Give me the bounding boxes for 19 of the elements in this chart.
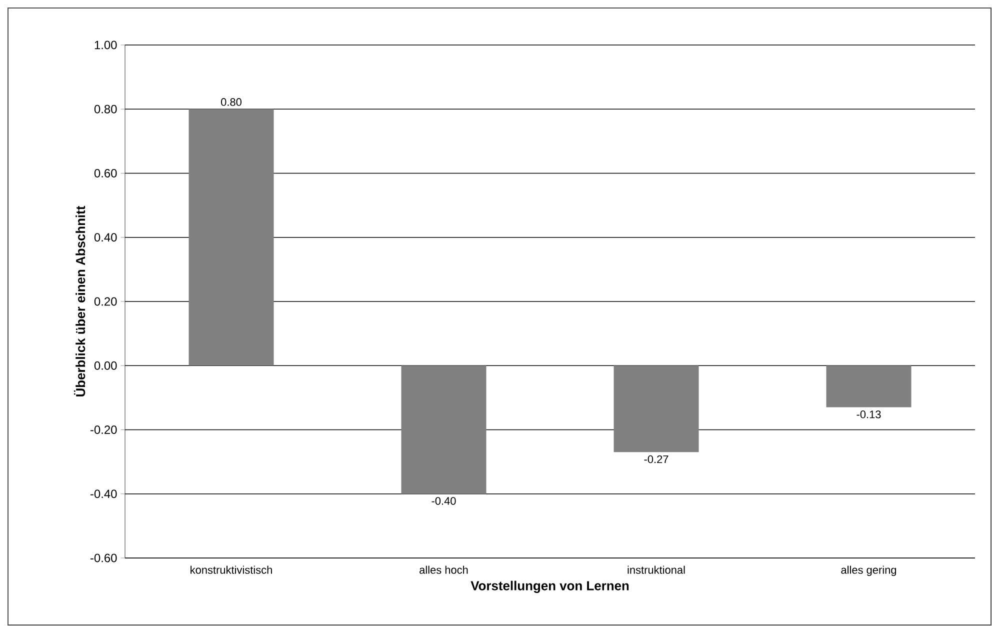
data-label: -0.27	[644, 455, 668, 464]
x-tick-label: alles hoch	[420, 566, 468, 574]
x-tick-label: konstruktivistisch	[190, 566, 272, 574]
y-tick-label: 0.40	[94, 233, 117, 242]
x-tick-label: alles gering	[841, 566, 896, 576]
y-tick-label: 1.00	[94, 40, 117, 50]
data-label: -0.13	[856, 410, 881, 418]
y-tick-label: -0.40	[90, 490, 117, 498]
y-axis-title: Überblick über einen Abschnitt	[74, 206, 86, 396]
y-tick-label: 0.20	[94, 297, 117, 306]
y-tick-label: 0.00	[94, 361, 117, 370]
x-tick-label: instruktional	[628, 566, 685, 574]
data-label: 0.80	[221, 98, 242, 106]
y-tick-label: -0.60	[90, 554, 117, 562]
y-tick-label: -0.20	[90, 426, 117, 434]
data-label: -0.40	[432, 497, 456, 505]
x-axis-title: Vorstellungen von Lernen	[470, 580, 629, 593]
y-tick-label: 0.60	[94, 169, 117, 178]
y-tick-label: 0.80	[94, 104, 117, 114]
